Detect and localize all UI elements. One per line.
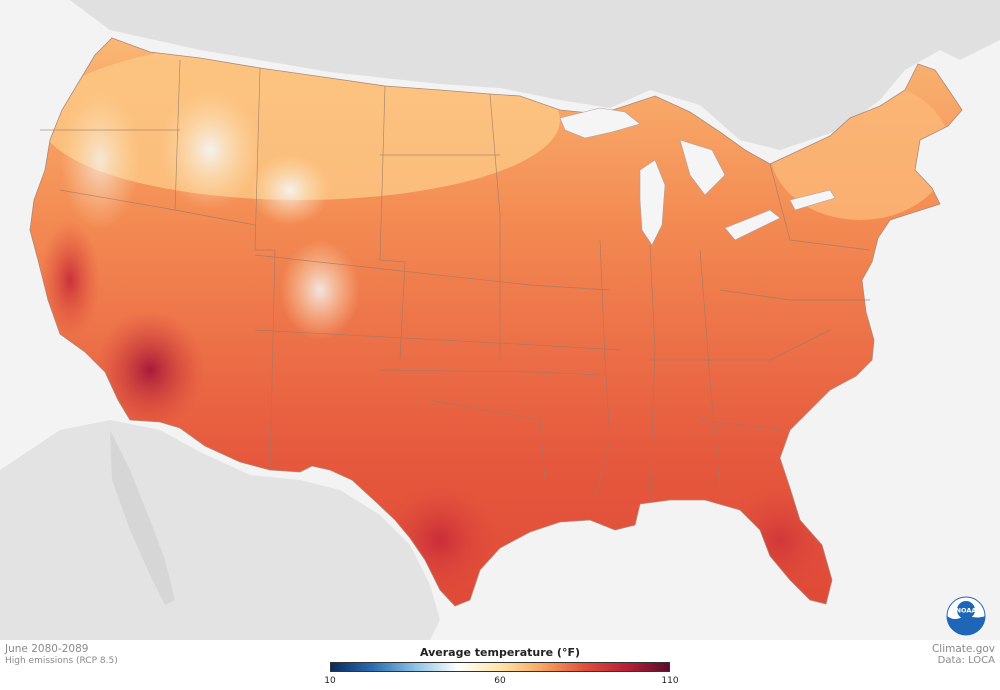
- color-scale-bar: [330, 662, 670, 672]
- lake-michigan: [639, 159, 666, 246]
- lake-erie: [724, 209, 781, 241]
- canada-landmass: [0, 0, 1000, 150]
- noaa-logo-icon: NOAA: [946, 596, 986, 636]
- scenario-label: High emissions (RCP 8.5): [5, 656, 118, 666]
- noaa-logo-text: NOAA: [956, 607, 977, 615]
- temperature-map: [0, 0, 1000, 640]
- source-credit: Climate.gov: [931, 643, 995, 655]
- lake-huron: [679, 139, 726, 196]
- great-lakes: [559, 107, 836, 246]
- map-footer: June 2080-2089 High emissions (RCP 8.5) …: [0, 640, 1000, 690]
- state-borders: [40, 59, 871, 501]
- data-credit: Data: LOCA: [937, 655, 995, 666]
- legend-tick-max: 110: [661, 676, 679, 686]
- legend-tick-mid: 60: [494, 676, 506, 686]
- time-period-label: June 2080-2089: [5, 643, 89, 655]
- legend-title: Average temperature (°F): [420, 646, 580, 659]
- lake-superior: [559, 107, 641, 139]
- map-panel: NOAA: [0, 0, 1000, 640]
- baja-peninsula: [110, 430, 175, 605]
- lake-ontario: [789, 189, 836, 211]
- legend-tick-min: 10: [324, 676, 336, 686]
- mexico-landmass: [0, 420, 440, 640]
